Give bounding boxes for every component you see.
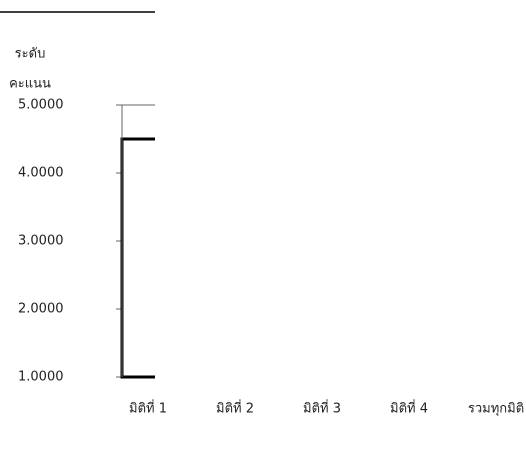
plot-area — [116, 104, 155, 379]
y-tick-label: 3.0000 — [18, 234, 64, 249]
y-tick-label: 2.0000 — [18, 302, 64, 317]
x-tick-label: มิติที่ 2 — [216, 400, 254, 417]
y-axis-label: คะแนน — [9, 77, 51, 92]
x-tick-label: มิติที่ 3 — [303, 400, 341, 417]
x-tick-label: มิติที่ 1 — [129, 400, 167, 417]
x-tick-label: มิติที่ 4 — [390, 400, 428, 417]
x-tick-label: รวมทุกมิติ — [468, 402, 524, 417]
y-tick-label: 4.0000 — [18, 166, 64, 181]
y-axis-label: ระดับ — [15, 47, 46, 62]
y-tick-label: 1.0000 — [18, 370, 64, 385]
y-tick-label: 5.0000 — [18, 98, 64, 113]
range-bar — [120, 137, 155, 379]
